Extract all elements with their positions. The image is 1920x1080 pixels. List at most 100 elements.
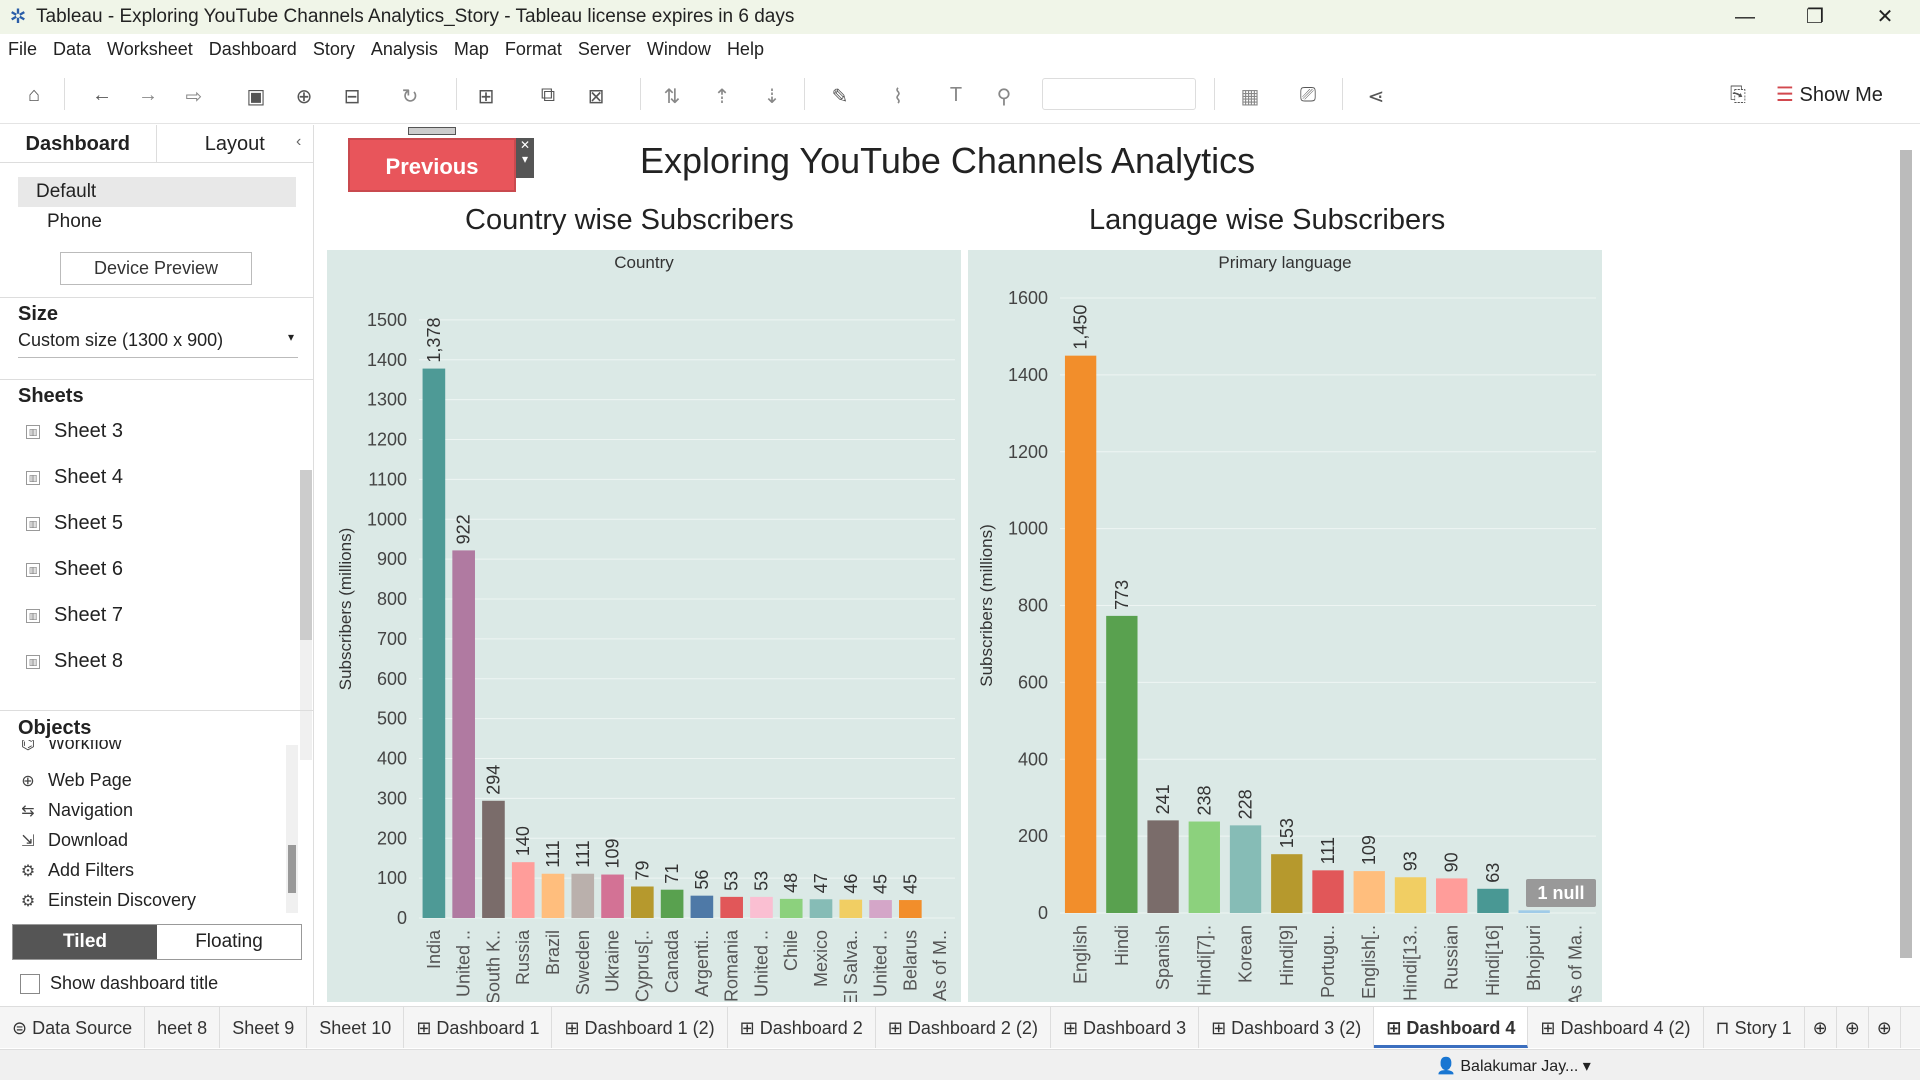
tab-dashboard-2-2-[interactable]: ⊞ Dashboard 2 (2): [876, 1007, 1051, 1048]
close-button[interactable]: ✕: [1876, 6, 1894, 28]
menu-file[interactable]: File: [8, 38, 38, 59]
data-label: 46: [841, 874, 861, 894]
tab-dashboard-1[interactable]: ⊞ Dashboard 1: [404, 1007, 553, 1048]
bar: [452, 550, 475, 918]
menu-window[interactable]: Window: [646, 38, 711, 59]
group-icon[interactable]: ⌇: [893, 86, 903, 108]
menu-help[interactable]: Help: [726, 38, 764, 59]
device-default[interactable]: Default: [18, 177, 296, 207]
language-chart[interactable]: Primary language 0 200 400 600 800 1000 1200 140…: [968, 250, 1602, 1002]
drag-handle[interactable]: [408, 127, 456, 135]
tab-data-source[interactable]: ⊜ Data Source: [0, 1007, 146, 1048]
object-item[interactable]: ⇆ Navigation: [18, 800, 133, 821]
redo-icon[interactable]: →: [138, 84, 158, 106]
new-datasource-icon[interactable]: ⊕: [295, 86, 313, 108]
menu-server[interactable]: Server: [577, 38, 631, 59]
menu-format[interactable]: Format: [504, 38, 562, 59]
sheet-item[interactable]: ▥ Sheet 5: [26, 512, 123, 535]
maximize-button[interactable]: ❐: [1806, 6, 1824, 28]
presentation-icon[interactable]: ⎚: [1300, 84, 1316, 106]
canvas-scrollbar[interactable]: [1900, 150, 1912, 958]
sheet-item[interactable]: ▥ Sheet 3: [26, 420, 123, 443]
x-tick-label: As of Ma..: [1565, 925, 1585, 1002]
new-worksheet-icon[interactable]: ⊞: [477, 86, 495, 108]
tab-dashboard-1-2-[interactable]: ⊞ Dashboard 1 (2): [552, 1007, 728, 1048]
object-label: Workflow: [48, 740, 122, 753]
data-label: 294: [483, 765, 503, 795]
menu-analysis[interactable]: Analysis: [370, 38, 438, 59]
label-icon[interactable]: T: [949, 84, 963, 106]
sheet-item[interactable]: ▥ Sheet 4: [26, 466, 123, 489]
new-worksheet-tab-icon[interactable]: ⊕: [1805, 1007, 1837, 1048]
sheet-item[interactable]: ▥ Sheet 6: [26, 558, 123, 581]
show-title-checkbox[interactable]: Show dashboard title: [20, 973, 218, 994]
highlight-icon[interactable]: ✎: [831, 86, 849, 108]
minimize-button[interactable]: —: [1735, 6, 1755, 28]
object-item[interactable]: ⚙ Add Filters: [18, 860, 134, 881]
previous-button[interactable]: Previous: [348, 138, 516, 192]
chart2-title: Language wise Subscribers: [1089, 204, 1446, 236]
data-label: 48: [781, 873, 801, 893]
size-select[interactable]: Custom size (1300 x 900) ▾: [18, 330, 298, 358]
tab-heet-8[interactable]: heet 8: [145, 1007, 221, 1048]
country-chart[interactable]: Country 0 100 200 300 400 500 600 700 800 900 1000 1…: [327, 250, 961, 1002]
tiled-toggle[interactable]: Tiled: [13, 925, 157, 959]
menu-map[interactable]: Map: [453, 38, 489, 59]
x-tick-label: Romania: [722, 929, 742, 1002]
x-tick-label: United ..: [751, 930, 771, 997]
tab-sheet-9[interactable]: Sheet 9: [220, 1007, 308, 1048]
data-label: 238: [1194, 785, 1214, 815]
object-item[interactable]: ⇲ Download: [18, 830, 128, 851]
tab-dashboard-4[interactable]: ⊞ Dashboard 4: [1374, 1007, 1529, 1048]
x-tick-label: Ukraine: [603, 930, 623, 992]
pin-icon[interactable]: ⚲: [996, 86, 1012, 108]
tab-dashboard-2[interactable]: ⊞ Dashboard 2: [728, 1007, 876, 1048]
show-me-button[interactable]: ☰ Show Me: [1776, 84, 1883, 106]
save-icon[interactable]: ▣: [246, 86, 266, 108]
sheet-label: Sheet 3: [54, 420, 123, 442]
show-cards-icon[interactable]: ▦: [1240, 86, 1260, 108]
undo-icon[interactable]: ←: [92, 84, 112, 106]
device-phone[interactable]: Phone: [47, 211, 102, 232]
menu-worksheet[interactable]: Worksheet: [107, 38, 193, 59]
menu-story[interactable]: Story: [312, 38, 355, 59]
tab-dashboard[interactable]: Dashboard: [0, 125, 157, 162]
home-icon[interactable]: ⌂: [27, 84, 41, 106]
device-preview-button[interactable]: Device Preview: [60, 252, 252, 285]
tab-story-1[interactable]: ⊓ Story 1: [1704, 1007, 1805, 1048]
new-dashboard-tab-icon[interactable]: ⊕: [1837, 1007, 1869, 1048]
fit-dropdown[interactable]: [1042, 78, 1196, 110]
duplicate-icon[interactable]: ⧉: [540, 84, 556, 106]
pause-updates-icon[interactable]: ⊟: [343, 86, 361, 108]
x-tick-label: Belarus: [900, 930, 920, 991]
sheet-item[interactable]: ▥ Sheet 7: [26, 604, 123, 627]
sheet-item[interactable]: ▥ Sheet 8: [26, 650, 123, 673]
user-menu[interactable]: 👤 Balakumar Jay... ▾: [1436, 1058, 1591, 1075]
refresh-icon[interactable]: ↻: [401, 86, 419, 108]
floating-toggle[interactable]: Floating: [195, 931, 263, 952]
remove-object-icon[interactable]: ✕ ▾: [516, 138, 534, 178]
object-item[interactable]: ⚙ Einstein Discovery: [18, 890, 196, 911]
x-tick-label: El Salva..: [841, 930, 861, 1002]
y-tick-label: 600: [1018, 672, 1048, 692]
tab-dashboard-4-2-[interactable]: ⊞ Dashboard 4 (2): [1528, 1007, 1704, 1048]
object-label: Download: [48, 830, 129, 850]
object-item[interactable]: ⌬ Workflow: [18, 740, 122, 754]
swap-icon[interactable]: ⇅: [663, 86, 681, 108]
new-story-tab-icon[interactable]: ⊕: [1869, 1007, 1901, 1048]
tab-sheet-10[interactable]: Sheet 10: [307, 1007, 405, 1048]
tab-dashboard-3[interactable]: ⊞ Dashboard 3: [1051, 1007, 1200, 1048]
sort-desc-icon[interactable]: ⇣: [763, 86, 781, 108]
format-painter-icon[interactable]: ⎘: [1730, 84, 1746, 106]
clear-sheet-icon[interactable]: ⊠: [587, 86, 605, 108]
tab-layout[interactable]: Layout: [204, 133, 265, 155]
replay-icon[interactable]: ⇨: [185, 86, 203, 108]
menu-dashboard[interactable]: Dashboard: [208, 38, 297, 59]
sort-asc-icon[interactable]: ⇡: [713, 86, 731, 108]
tab-dashboard-3-2-[interactable]: ⊞ Dashboard 3 (2): [1199, 1007, 1375, 1048]
menu-data[interactable]: Data: [53, 38, 92, 59]
share-icon[interactable]: ⋖: [1367, 86, 1385, 108]
data-label: 71: [662, 864, 682, 884]
object-item[interactable]: ⊕ Web Page: [18, 770, 131, 791]
collapse-icon[interactable]: ‹: [296, 133, 302, 150]
